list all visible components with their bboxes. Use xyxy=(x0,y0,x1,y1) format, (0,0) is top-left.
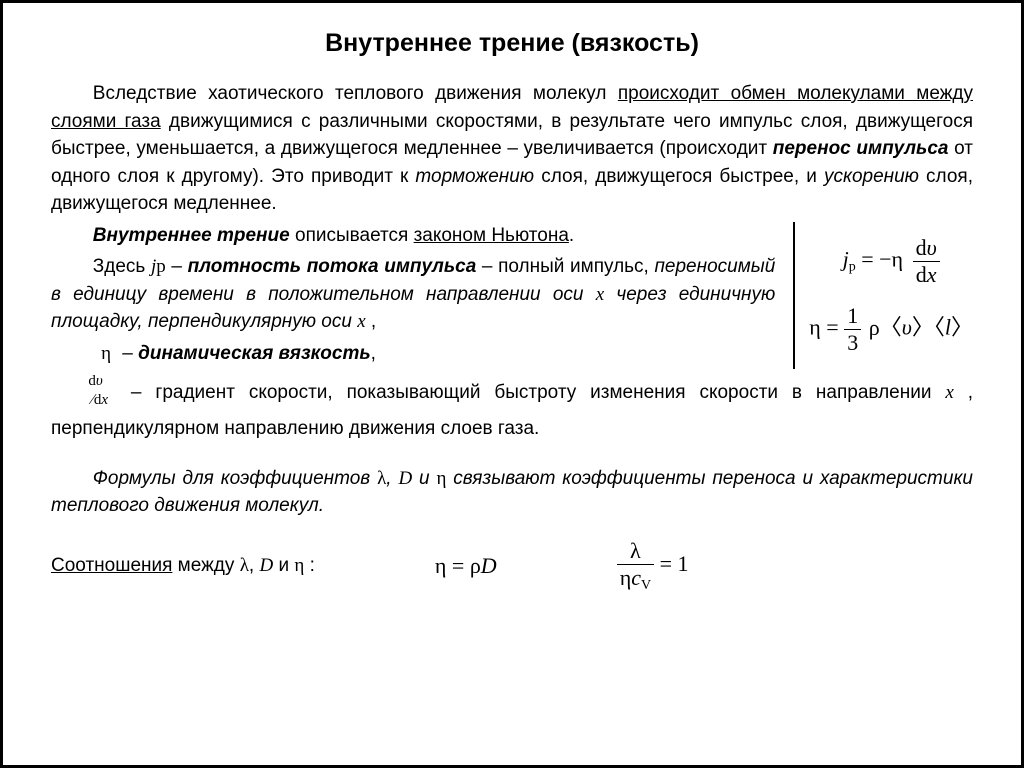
text: : xyxy=(304,555,315,576)
formula-ratio: λ ηcV = 1 xyxy=(617,538,689,594)
formula-eta-value: η = 1 3 ρ〈υ〉〈l〉 xyxy=(809,303,973,356)
relations-label: Соотношения между λ, D и η : xyxy=(51,555,315,577)
symbol-jp: jp xyxy=(151,256,166,277)
gradient-definition: dυ ∕dx – градиент скорости, показывающий… xyxy=(51,371,973,442)
jp-definition: Здесь jp – плотность потока импульса – п… xyxy=(51,253,775,336)
text: и xyxy=(419,468,436,489)
text: слоя, движущегося быстрее, и xyxy=(534,166,824,187)
text: – xyxy=(171,256,187,277)
text: – полный импульс, xyxy=(476,256,654,277)
text: Вследствие хаотического теплового движен… xyxy=(93,83,618,104)
symbol-x: x xyxy=(596,284,604,305)
term-internal-friction: Внутреннее трение xyxy=(93,225,290,246)
term-momentum-transfer: перенос импульса xyxy=(773,138,949,159)
term-acceleration: ускорению xyxy=(824,166,919,187)
link-paragraph: Формулы для коэффициентов λ, D и η связы… xyxy=(51,465,973,520)
text: и xyxy=(273,555,294,576)
underlined-relations: Соотношения xyxy=(51,555,172,576)
symbol-eta: η xyxy=(436,468,446,489)
formula-eta-rhoD: η = ρD xyxy=(435,553,497,579)
intro-paragraph: Вследствие хаотического теплового движен… xyxy=(51,80,973,218)
symbol-x: x xyxy=(357,311,365,332)
text: – градиент скорости, показывающий быстро… xyxy=(131,382,945,403)
symbol-lambda: λ xyxy=(377,468,386,489)
text: Здесь xyxy=(93,256,151,277)
page-title: Внутреннее трение (вязкость) xyxy=(51,29,973,58)
formula-newton-viscosity: jp = −η dυ dx xyxy=(843,235,940,288)
symbol-D: D xyxy=(259,555,273,576)
formula-column: jp = −η dυ dx η = 1 3 ρ〈υ〉〈l〉 xyxy=(793,222,973,370)
relations-row: Соотношения между λ, D и η : η = ρD λ ηc… xyxy=(51,538,973,594)
text: , xyxy=(366,311,377,332)
text: . xyxy=(569,225,574,246)
text: описывается xyxy=(290,225,414,246)
symbol-lambda: λ xyxy=(240,555,249,576)
symbol-eta: η xyxy=(51,340,111,368)
symbol-D: D xyxy=(398,468,412,489)
term-dynamic-viscosity: динамическая вязкость xyxy=(138,343,370,364)
definition-row: Внутреннее трение описывается законом Нь… xyxy=(51,222,973,370)
text: – xyxy=(122,343,138,364)
text: Формулы для коэффициентов xyxy=(93,468,377,489)
term-flux-density: плотность потока импульса xyxy=(188,256,477,277)
term-braking: торможению xyxy=(415,166,534,187)
text: между xyxy=(172,555,239,576)
symbol-x: x xyxy=(945,382,953,403)
symbol-dudx: dυ ∕dx xyxy=(51,371,111,415)
page-frame: Внутреннее трение (вязкость) Вследствие … xyxy=(0,0,1024,768)
underlined-newton-law: законом Ньютона xyxy=(414,225,569,246)
eta-definition: η – динамическая вязкость, xyxy=(51,340,775,368)
symbol-eta: η xyxy=(294,555,304,576)
definition-left: Внутреннее трение описывается законом Нь… xyxy=(51,222,793,370)
text: , xyxy=(371,343,376,364)
newton-law-line: Внутреннее трение описывается законом Нь… xyxy=(51,222,775,250)
